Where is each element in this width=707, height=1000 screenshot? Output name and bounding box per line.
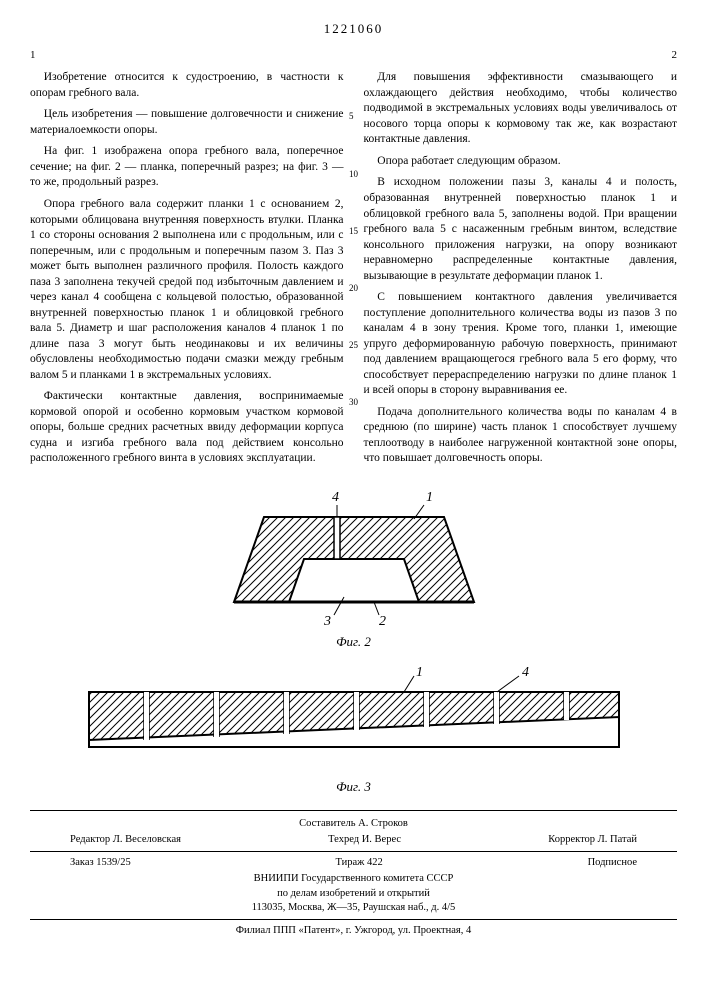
fig3-label-4: 4 (522, 665, 529, 680)
fig2-label-3: 3 (323, 614, 331, 627)
para: Для повышения эффективности смазывающего… (364, 70, 678, 148)
line-num: 30 (349, 396, 358, 408)
para: Опора гребного вала содержит планки 1 с … (30, 197, 344, 383)
addr-line: Филиал ППП «Патент», г. Ужгород, ул. Про… (30, 924, 677, 938)
fig2-label-4: 4 (332, 490, 339, 505)
line-num: 20 (349, 282, 358, 294)
para: Фактически контактные давления, восприни… (30, 389, 344, 467)
line-num: 25 (349, 339, 358, 351)
footer: Составитель А. Строков Редактор Л. Весел… (30, 810, 677, 938)
line-num: 10 (349, 168, 358, 180)
fig3-label-1: 1 (416, 665, 423, 680)
para: В исходном положении пазы 3, каналы 4 и … (364, 175, 678, 284)
col-num-left: 1 (30, 48, 36, 63)
column-header: 1 2 (30, 48, 677, 63)
para: Опора работает следующим образом. (364, 154, 678, 170)
org-line: по делам изобретений и открытий (30, 887, 677, 901)
col-num-right: 2 (672, 48, 678, 63)
para: Изобретение относится к судостроению, в … (30, 70, 344, 101)
figure-2: 4 1 3 2 (204, 487, 504, 627)
fig2-label-1: 1 (426, 490, 433, 505)
order-row: Заказ 1539/25 Тираж 422 Подписное (70, 856, 637, 870)
org-line: ВНИИПИ Государственного комитета СССР (30, 872, 677, 886)
credits-row: Редактор Л. Веселовская Техред И. Верес … (70, 833, 637, 847)
document-number: 1221060 (30, 20, 677, 38)
para: Подача дополнительного количества воды п… (364, 405, 678, 467)
line-number-gutter: 5 10 15 20 25 30 (349, 70, 358, 408)
fig2-label-2: 2 (379, 614, 386, 627)
para: С повышением контактного давления увелич… (364, 290, 678, 399)
addr-line: 113035, Москва, Ж—35, Раушская наб., д. … (30, 901, 677, 915)
line-num: 15 (349, 225, 358, 237)
compiler-line: Составитель А. Строков (30, 817, 677, 831)
fig3-caption: Фиг. 3 (30, 778, 677, 796)
fig2-caption: Фиг. 2 (30, 633, 677, 651)
para: Цель изобретения — повышение долговечнос… (30, 107, 344, 138)
line-num: 5 (349, 110, 358, 122)
figure-3: 1 4 (74, 662, 634, 772)
para: На фиг. 1 изображена опора гребного вала… (30, 144, 344, 191)
